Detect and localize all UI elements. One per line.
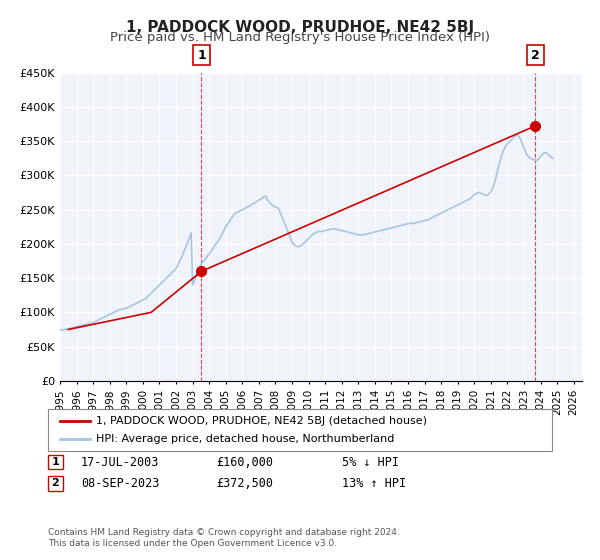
Text: 5% ↓ HPI: 5% ↓ HPI	[342, 455, 399, 469]
Text: 1: 1	[52, 457, 59, 467]
Text: 1: 1	[197, 49, 206, 62]
Text: HPI: Average price, detached house, Northumberland: HPI: Average price, detached house, Nort…	[96, 434, 394, 444]
Text: Contains HM Land Registry data © Crown copyright and database right 2024.
This d: Contains HM Land Registry data © Crown c…	[48, 528, 400, 548]
Text: 2: 2	[531, 49, 540, 62]
Text: 08-SEP-2023: 08-SEP-2023	[81, 477, 160, 490]
Text: £372,500: £372,500	[216, 477, 273, 490]
Text: £160,000: £160,000	[216, 455, 273, 469]
Text: 1, PADDOCK WOOD, PRUDHOE, NE42 5BJ: 1, PADDOCK WOOD, PRUDHOE, NE42 5BJ	[126, 20, 474, 35]
Text: Price paid vs. HM Land Registry's House Price Index (HPI): Price paid vs. HM Land Registry's House …	[110, 31, 490, 44]
Text: 1, PADDOCK WOOD, PRUDHOE, NE42 5BJ (detached house): 1, PADDOCK WOOD, PRUDHOE, NE42 5BJ (deta…	[96, 416, 427, 426]
Text: 13% ↑ HPI: 13% ↑ HPI	[342, 477, 406, 490]
Text: 2: 2	[52, 478, 59, 488]
Text: 17-JUL-2003: 17-JUL-2003	[81, 455, 160, 469]
